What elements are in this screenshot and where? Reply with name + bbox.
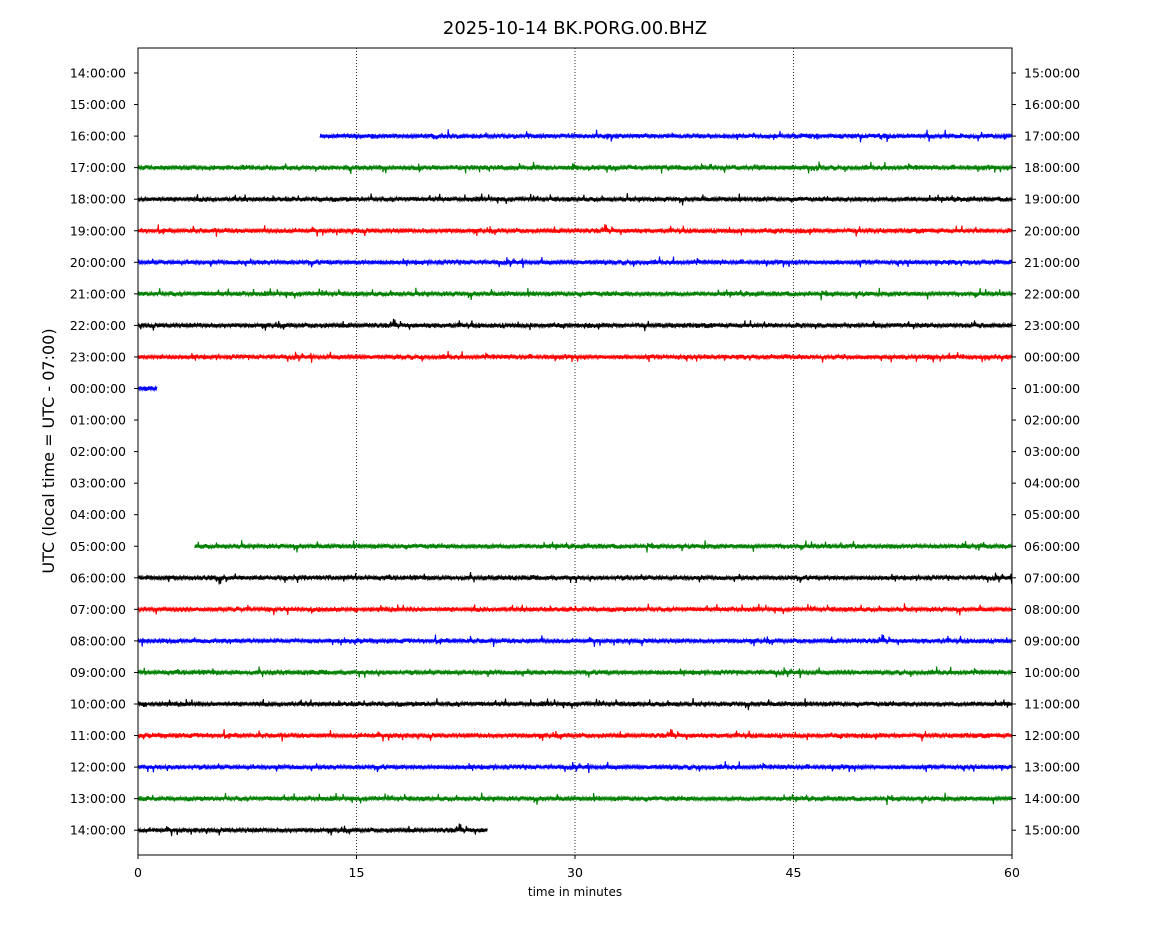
seismic-trace <box>137 256 1013 269</box>
y-tick-label-right: 12:00:00 <box>1024 728 1080 743</box>
y-tick-label-left: 08:00:00 <box>70 633 126 648</box>
y-tick-label-left: 15:00:00 <box>70 97 126 112</box>
seismic-trace <box>137 761 1013 773</box>
y-tick-label-left: 23:00:00 <box>70 349 126 364</box>
x-tick-label: 0 <box>134 865 142 880</box>
seismic-trace <box>137 384 158 393</box>
seismic-trace <box>319 129 1013 143</box>
y-tick-label-left: 02:00:00 <box>70 444 126 459</box>
y-tick-label-right: 22:00:00 <box>1024 286 1080 301</box>
y-tick-label-left: 09:00:00 <box>70 665 126 680</box>
y-tick-label-left: 10:00:00 <box>70 697 126 712</box>
y-axis-label: UTC (local time = UTC - 07:00) <box>39 328 58 573</box>
x-tick-label: 45 <box>786 865 802 880</box>
y-tick-label-left: 17:00:00 <box>70 160 126 175</box>
seismic-traces <box>137 129 1013 837</box>
y-tick-label-left: 19:00:00 <box>70 223 126 238</box>
seismic-trace <box>137 603 1013 616</box>
seismic-trace <box>194 540 1013 553</box>
seismic-trace <box>137 224 1013 237</box>
y-tick-label-right: 01:00:00 <box>1024 381 1080 396</box>
seismic-trace <box>137 728 1013 742</box>
y-tick-label-left: 07:00:00 <box>70 602 126 617</box>
y-tick-label-left: 20:00:00 <box>70 255 126 270</box>
axis-ticks: 14:00:00 15:00:00 16:00:00 17:00:00 18:00:00… <box>70 66 1080 881</box>
y-tick-label-right: 14:00:00 <box>1024 791 1080 806</box>
seismic-trace <box>137 634 1013 647</box>
seismic-trace <box>137 287 1013 301</box>
y-tick-label-right: 18:00:00 <box>1024 160 1080 175</box>
y-tick-label-left: 01:00:00 <box>70 413 126 428</box>
y-tick-label-right: 23:00:00 <box>1024 318 1080 333</box>
y-tick-label-left: 22:00:00 <box>70 318 126 333</box>
y-tick-label-right: 21:00:00 <box>1024 255 1080 270</box>
y-tick-label-left: 06:00:00 <box>70 570 126 585</box>
seismic-trace <box>137 351 1013 363</box>
y-tick-label-right: 06:00:00 <box>1024 539 1080 554</box>
y-tick-label-left: 21:00:00 <box>70 286 126 301</box>
seismic-trace <box>137 792 1013 806</box>
y-tick-label-left: 14:00:00 <box>70 823 126 838</box>
y-tick-label-right: 05:00:00 <box>1024 507 1080 522</box>
x-tick-label: 30 <box>567 865 583 880</box>
y-tick-label-left: 18:00:00 <box>70 192 126 207</box>
seismic-trace <box>137 161 1013 174</box>
seismic-trace <box>137 697 1013 711</box>
x-tick-label: 15 <box>349 865 365 880</box>
y-tick-label-left: 05:00:00 <box>70 539 126 554</box>
y-tick-label-right: 20:00:00 <box>1024 223 1080 238</box>
chart-title: 2025-10-14 BK.PORG.00.BHZ <box>443 18 707 39</box>
seismic-trace <box>137 571 1013 585</box>
seismic-trace <box>137 193 1013 206</box>
x-tick-label: 60 <box>1004 865 1020 880</box>
y-tick-label-right: 17:00:00 <box>1024 129 1080 144</box>
y-tick-label-left: 16:00:00 <box>70 129 126 144</box>
x-axis-label: time in minutes <box>528 885 622 899</box>
y-tick-label-right: 10:00:00 <box>1024 665 1080 680</box>
y-tick-label-right: 04:00:00 <box>1024 476 1080 491</box>
y-tick-label-left: 12:00:00 <box>70 760 126 775</box>
seismic-trace <box>137 318 1013 332</box>
y-tick-label-left: 03:00:00 <box>70 476 126 491</box>
y-tick-label-right: 08:00:00 <box>1024 602 1080 617</box>
y-tick-label-right: 15:00:00 <box>1024 823 1080 838</box>
grid-lines <box>356 48 794 855</box>
y-tick-label-right: 15:00:00 <box>1024 66 1080 81</box>
y-tick-label-right: 16:00:00 <box>1024 97 1080 112</box>
y-tick-label-left: 13:00:00 <box>70 791 126 806</box>
y-tick-label-left: 00:00:00 <box>70 381 126 396</box>
y-tick-label-right: 19:00:00 <box>1024 192 1080 207</box>
y-tick-label-right: 13:00:00 <box>1024 760 1080 775</box>
y-tick-label-left: 04:00:00 <box>70 507 126 522</box>
y-tick-label-left: 11:00:00 <box>70 728 126 743</box>
y-tick-label-right: 11:00:00 <box>1024 697 1080 712</box>
y-tick-label-right: 00:00:00 <box>1024 349 1080 364</box>
seismic-trace <box>137 823 488 837</box>
y-tick-label-right: 07:00:00 <box>1024 570 1080 585</box>
y-tick-label-right: 02:00:00 <box>1024 413 1080 428</box>
y-tick-label-left: 14:00:00 <box>70 66 126 81</box>
y-tick-label-right: 09:00:00 <box>1024 633 1080 648</box>
seismic-trace <box>137 666 1013 679</box>
y-tick-label-right: 03:00:00 <box>1024 444 1080 459</box>
